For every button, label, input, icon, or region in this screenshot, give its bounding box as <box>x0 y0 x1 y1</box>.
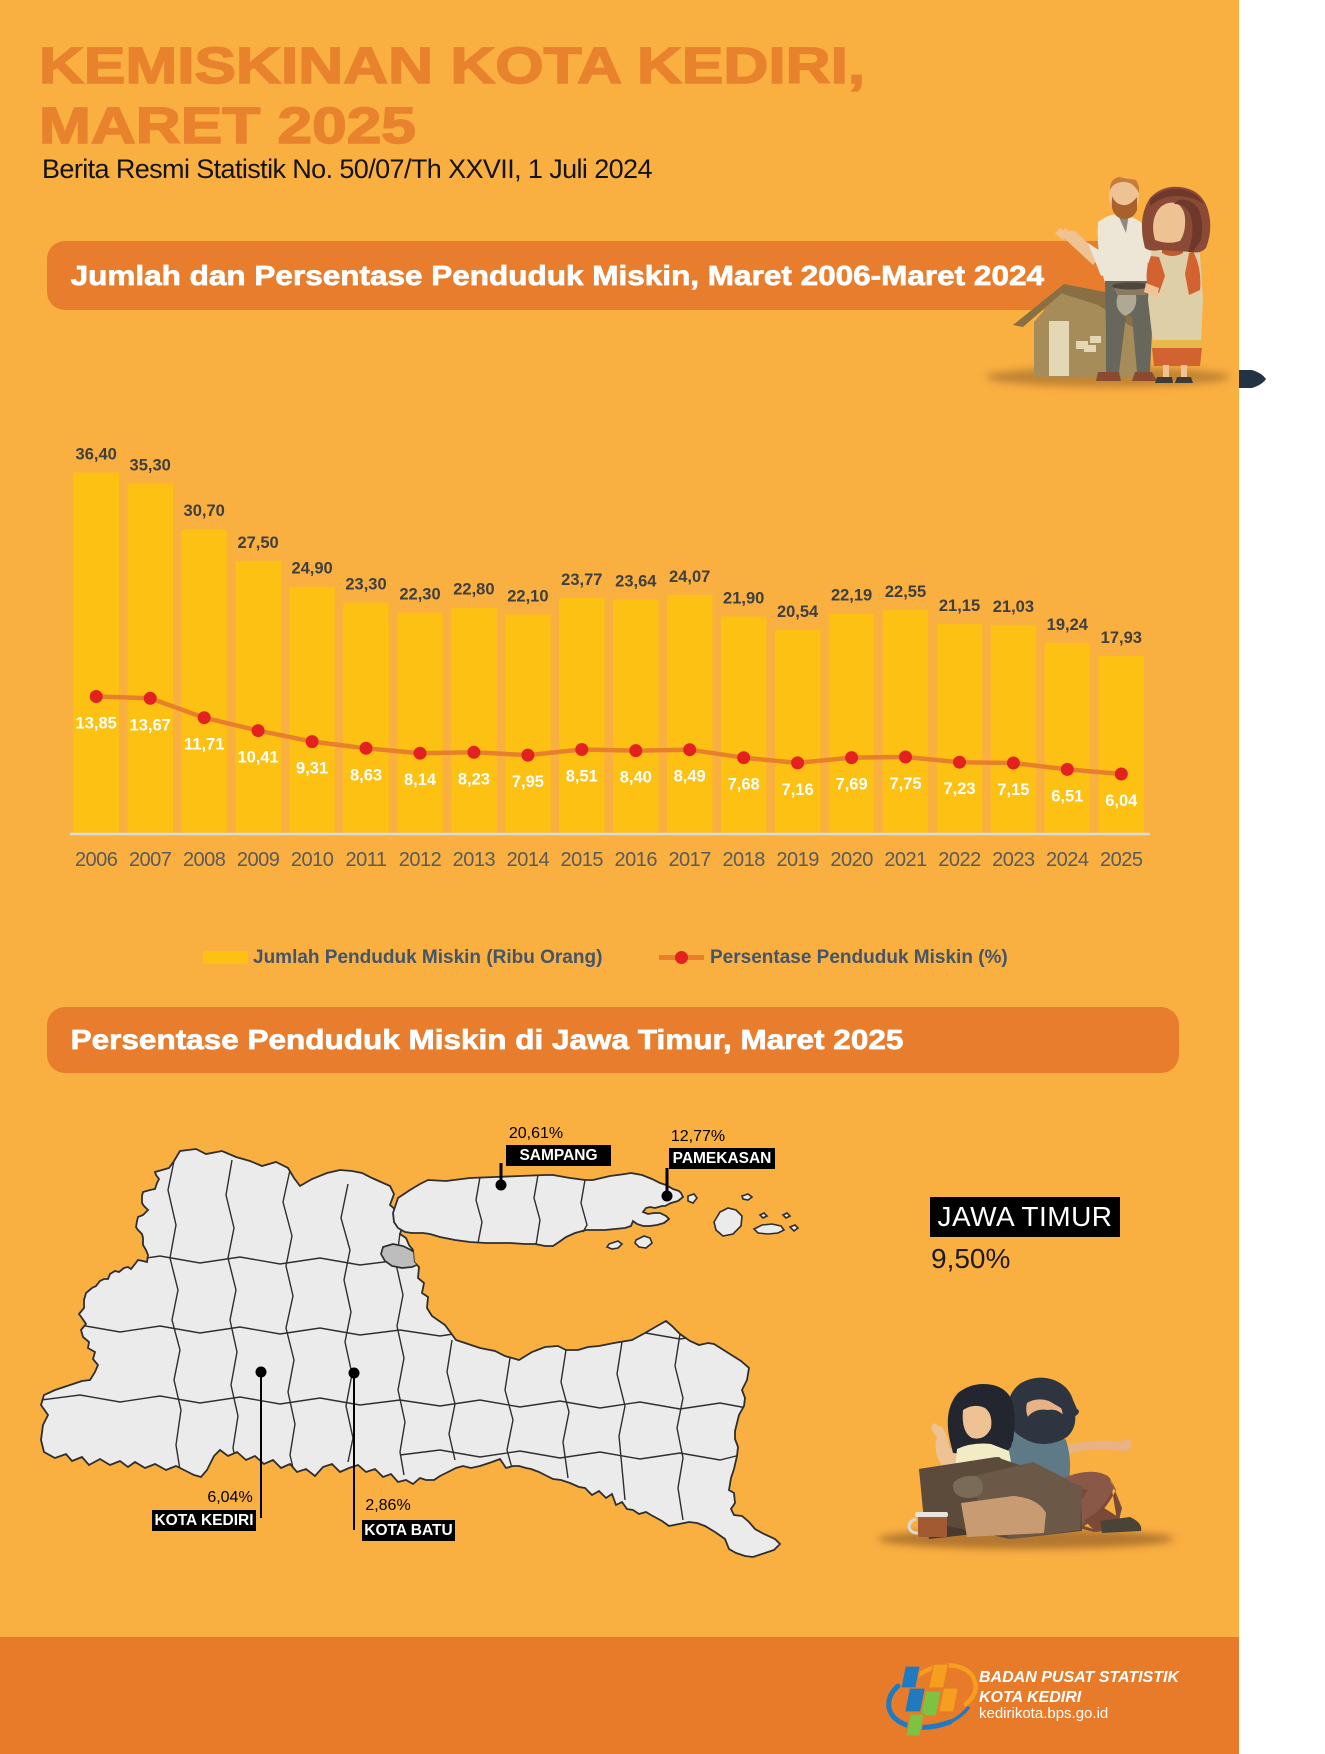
svg-text:2006: 2006 <box>75 849 118 871</box>
svg-text:2011: 2011 <box>345 849 386 871</box>
svg-text:7,15: 7,15 <box>997 781 1029 799</box>
svg-text:11,71: 11,71 <box>184 736 224 754</box>
svg-text:7,68: 7,68 <box>728 776 760 794</box>
svg-text:21,15: 21,15 <box>939 597 980 615</box>
svg-text:2024: 2024 <box>1046 849 1089 871</box>
svg-text:24,07: 24,07 <box>669 568 710 586</box>
svg-text:2019: 2019 <box>776 849 819 871</box>
svg-text:8,23: 8,23 <box>458 770 490 788</box>
svg-text:2008: 2008 <box>183 849 226 871</box>
svg-text:6,51: 6,51 <box>1051 787 1083 805</box>
svg-text:7,16: 7,16 <box>782 781 814 799</box>
svg-text:22,55: 22,55 <box>885 583 926 601</box>
svg-text:30,70: 30,70 <box>184 502 225 520</box>
svg-text:8,14: 8,14 <box>404 771 437 789</box>
svg-text:2021: 2021 <box>884 849 927 871</box>
svg-text:2023: 2023 <box>992 849 1035 871</box>
svg-text:22,80: 22,80 <box>453 581 494 599</box>
svg-text:8,49: 8,49 <box>674 768 706 786</box>
svg-text:2025: 2025 <box>1100 849 1143 871</box>
svg-text:2018: 2018 <box>722 849 765 871</box>
svg-text:2016: 2016 <box>615 849 658 871</box>
svg-text:13,85: 13,85 <box>76 715 117 733</box>
svg-text:23,30: 23,30 <box>345 576 386 594</box>
svg-text:10,41: 10,41 <box>237 749 278 767</box>
svg-text:23,64: 23,64 <box>615 572 657 590</box>
svg-text:21,90: 21,90 <box>723 590 764 608</box>
svg-text:22,19: 22,19 <box>831 587 872 605</box>
svg-text:36,40: 36,40 <box>76 446 117 464</box>
svg-text:2007: 2007 <box>129 849 172 871</box>
svg-text:2012: 2012 <box>399 849 442 871</box>
svg-text:8,63: 8,63 <box>350 766 382 784</box>
svg-text:22,10: 22,10 <box>507 588 548 606</box>
svg-text:19,24: 19,24 <box>1047 616 1089 634</box>
svg-text:2022: 2022 <box>938 849 981 871</box>
svg-text:8,40: 8,40 <box>620 769 652 787</box>
svg-text:7,95: 7,95 <box>512 773 544 791</box>
svg-text:2017: 2017 <box>668 849 711 871</box>
svg-text:2013: 2013 <box>453 849 496 871</box>
svg-text:20,54: 20,54 <box>777 603 819 621</box>
svg-text:24,90: 24,90 <box>291 560 332 578</box>
svg-text:22,30: 22,30 <box>399 586 440 604</box>
svg-text:8,51: 8,51 <box>566 768 598 786</box>
svg-text:21,03: 21,03 <box>993 598 1034 616</box>
svg-text:2010: 2010 <box>291 849 334 871</box>
svg-text:17,93: 17,93 <box>1101 629 1142 647</box>
svg-text:2015: 2015 <box>561 849 604 871</box>
svg-text:7,75: 7,75 <box>889 775 921 793</box>
svg-text:7,69: 7,69 <box>836 776 868 794</box>
svg-text:27,50: 27,50 <box>237 534 278 552</box>
svg-text:6,04: 6,04 <box>1105 792 1138 810</box>
svg-text:9,31: 9,31 <box>296 760 328 778</box>
svg-text:2014: 2014 <box>507 849 550 871</box>
svg-text:13,67: 13,67 <box>130 716 171 734</box>
svg-text:23,77: 23,77 <box>561 571 602 589</box>
svg-text:2020: 2020 <box>830 849 873 871</box>
svg-text:7,23: 7,23 <box>943 780 975 798</box>
svg-text:35,30: 35,30 <box>130 457 171 475</box>
svg-text:2009: 2009 <box>237 849 280 871</box>
